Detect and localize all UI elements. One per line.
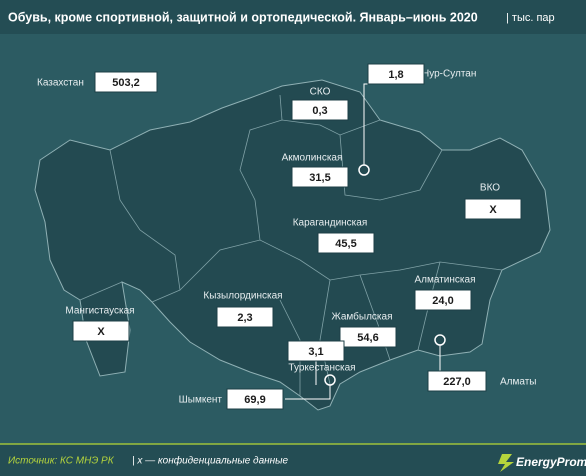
value-box — [291, 166, 349, 188]
label: Казахстан — [37, 78, 84, 89]
value-box — [291, 99, 349, 121]
value-box — [317, 232, 375, 254]
value: 24,0 — [432, 295, 453, 307]
value: X — [97, 326, 105, 338]
value: 503,2 — [112, 77, 140, 89]
footer-bar — [0, 444, 586, 476]
value-box — [287, 340, 345, 362]
value-box — [464, 198, 522, 220]
value-box — [72, 320, 130, 342]
value: 45,5 — [335, 238, 356, 250]
value-box — [226, 388, 284, 410]
title-bar — [0, 0, 586, 34]
label: Туркестанская — [288, 363, 355, 374]
label: Шымкент — [179, 395, 223, 406]
labels: Казахстан 503,2 СКО 0,3 Акмолинская 31,5 Караг… — [37, 63, 537, 410]
label: Нур-Султан — [422, 69, 476, 80]
value: 69,9 — [244, 394, 265, 406]
source: Источник: КС МНЭ РК — [8, 456, 115, 467]
value: 3,1 — [308, 346, 323, 358]
value: 227,0 — [443, 376, 471, 388]
value-box — [94, 71, 158, 93]
value: 0,3 — [312, 105, 327, 117]
value-box — [427, 370, 487, 392]
title: Обувь, кроме спортивной, защитной и орто… — [8, 10, 478, 24]
note: | x — конфиденциальные данные — [132, 455, 289, 467]
label: ВКО — [480, 183, 500, 194]
label: Мангистауская — [65, 306, 134, 317]
value: 1,8 — [388, 69, 403, 81]
value-box — [414, 289, 472, 311]
brand-icon — [498, 454, 514, 472]
value-box — [367, 63, 425, 85]
value: 54,6 — [357, 332, 378, 344]
value-box — [216, 306, 274, 328]
label: Карагандинская — [293, 218, 368, 229]
value: X — [489, 204, 497, 216]
value-box — [339, 326, 397, 348]
label: Алматы — [500, 377, 537, 388]
value: 31,5 — [309, 172, 330, 184]
label: Алматинская — [415, 275, 476, 286]
brand: EnergyProm — [516, 455, 586, 469]
label: Акмолинская — [282, 153, 343, 164]
label: Кызылординская — [203, 291, 282, 302]
value: 2,3 — [237, 312, 252, 324]
label: Жамбылская — [332, 311, 393, 323]
unit: | тыс. пар — [506, 12, 555, 24]
label: СКО — [310, 87, 331, 98]
